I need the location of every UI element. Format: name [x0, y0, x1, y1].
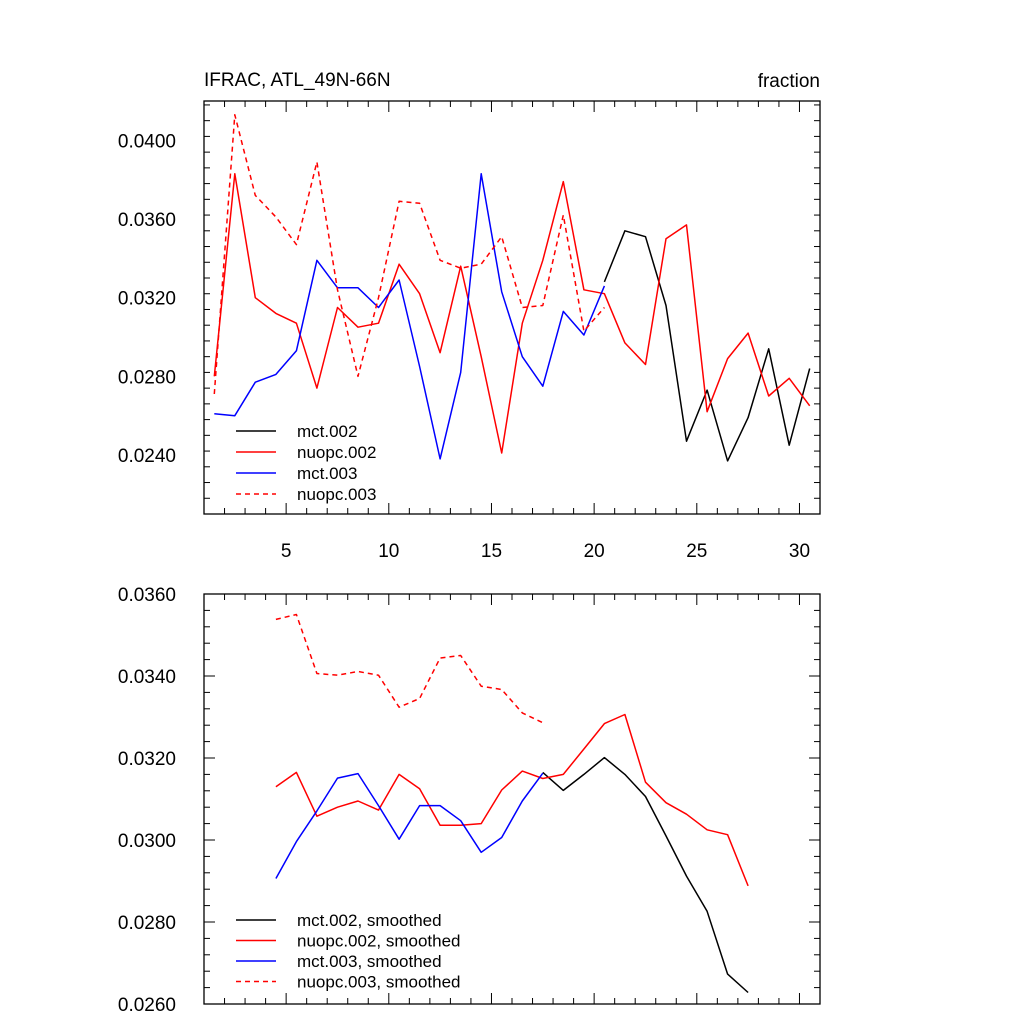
bottom-legend-label: mct.002, smoothed — [297, 911, 442, 930]
bottom-y-tick-label: 0.0300 — [118, 831, 176, 852]
top-y-tick-label: 0.0400 — [118, 131, 176, 152]
top-series-mct-002 — [603, 230, 811, 462]
top-x-tick-label: 30 — [789, 541, 810, 562]
bottom-series-mct-003-smoothed — [275, 772, 544, 879]
bottom-y-tick-label: 0.0320 — [118, 749, 176, 770]
bottom-y-tick-label: 0.0360 — [118, 585, 176, 606]
top-units-label: fraction — [758, 71, 820, 92]
bottom-series-mct-002-smoothed — [542, 756, 749, 994]
top-legend-label: mct.002 — [297, 422, 357, 441]
top-legend-label: mct.003 — [297, 464, 357, 483]
top-x-tick-label: 15 — [481, 541, 502, 562]
top-x-tick-label: 25 — [686, 541, 707, 562]
top-legend-label: nuopc.002 — [297, 443, 376, 462]
top-chart-panel: 0.0240 0.0280 0.0320 0.0360 0.0400 5 10 15 20 25 3… — [118, 70, 821, 562]
top-x-tick-label: 5 — [281, 541, 292, 562]
top-series-nuopc-003 — [213, 114, 605, 395]
bottom-y-tick-label: 0.0340 — [118, 667, 176, 688]
top-legend: mct.002 nuopc.002 mct.003 nuopc.003 — [236, 422, 376, 504]
top-y-tick-label: 0.0320 — [118, 289, 176, 310]
top-x-tick-label: 10 — [378, 541, 399, 562]
bottom-legend-label: mct.003, smoothed — [297, 952, 442, 971]
top-series-nuopc-002 — [213, 173, 811, 454]
bottom-chart-panel: 0.0260 0.0280 0.0300 0.0320 0.0340 0.0360 mct.… — [118, 585, 821, 1016]
top-legend-label: nuopc.003 — [297, 485, 376, 504]
bottom-y-tick-label: 0.0280 — [118, 913, 176, 934]
top-chart-title: IFRAC, ATL_49N-66N — [204, 70, 391, 91]
top-x-tick-label: 20 — [584, 541, 605, 562]
top-y-tick-label: 0.0280 — [118, 367, 176, 388]
bottom-y-tick-label: 0.0260 — [118, 995, 176, 1016]
top-y-tick-label: 0.0240 — [118, 446, 176, 467]
bottom-legend: mct.002, smoothed nuopc.002, smoothedmct.… — [236, 911, 461, 992]
top-y-tick-label: 0.0360 — [118, 210, 176, 231]
top-series-mct-003 — [214, 173, 606, 460]
bottom-series-nuopc-002-smoothed — [275, 713, 749, 887]
bottom-series-nuopc-003-smoothed — [275, 613, 544, 724]
bottom-legend-label: nuopc.002, smoothed — [297, 932, 461, 951]
bottom-legend-label: nuopc.003, smoothed — [297, 973, 461, 992]
